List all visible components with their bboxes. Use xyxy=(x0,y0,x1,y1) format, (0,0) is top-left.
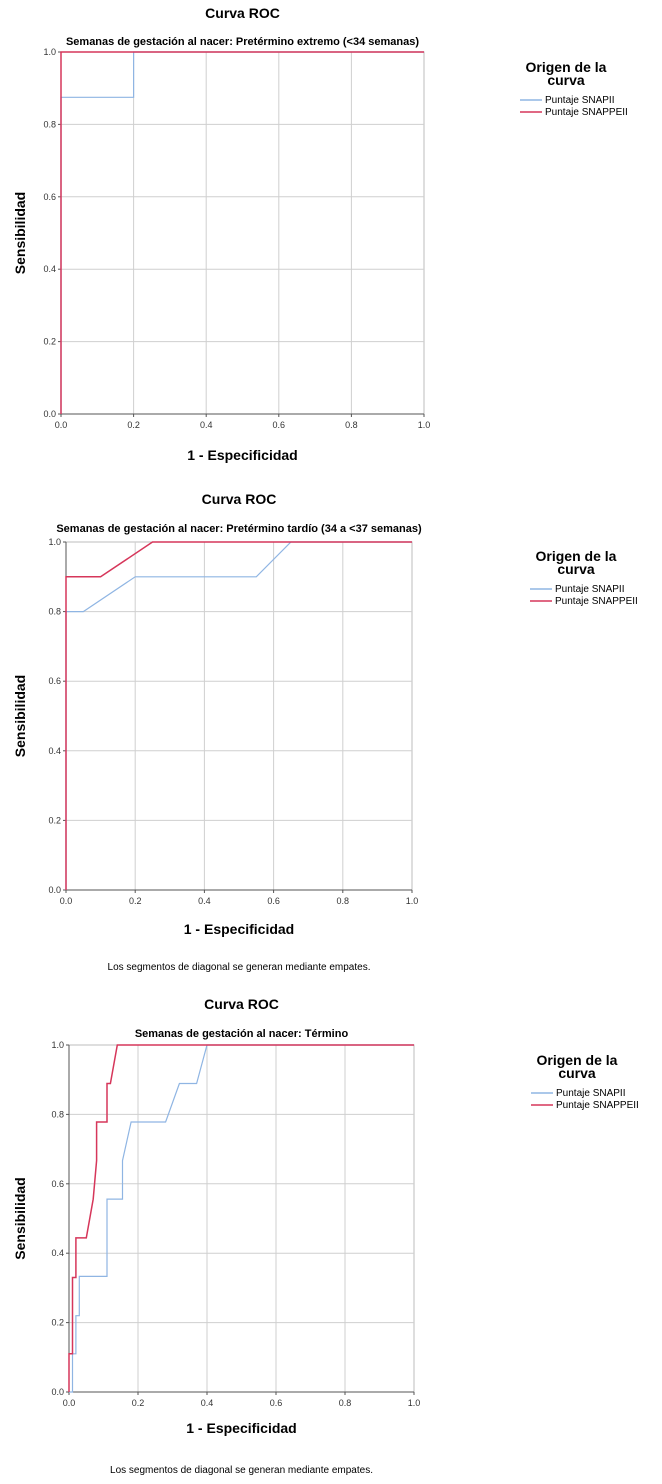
chart-1-xtick-label: 1.0 xyxy=(418,420,431,430)
chart-1-ylabel: Sensibilidad xyxy=(12,192,28,274)
chart-2-legend-item: Puntaje SNAPPEII xyxy=(555,596,638,607)
chart-3-series-snappeii-line xyxy=(68,1044,414,1392)
roc-panel-1: Curva ROC Semanas de gestación al nacer: … xyxy=(0,0,662,480)
chart-2-legend-title: Origen de la curva xyxy=(536,548,617,577)
chart-2-ytick-label: 0.6 xyxy=(48,676,61,686)
chart-1-ytick-label: 0.6 xyxy=(43,192,56,202)
chart-1-plot-area xyxy=(60,51,425,415)
roc-panel-2: Curva ROC Semanas de gestación al nacer: … xyxy=(0,488,662,988)
chart-1-xtick-label: 0.4 xyxy=(200,420,213,430)
chart-1-xtick-label: 0.8 xyxy=(345,420,358,430)
chart-1-ytick-label: 0.2 xyxy=(43,337,56,347)
chart-2-xtick-label: 0.2 xyxy=(129,896,142,906)
chart-1-ytick-label: 0.4 xyxy=(43,264,56,274)
chart-3-xtick-label: 0.6 xyxy=(270,1398,283,1408)
chart-2-xtick-label: 0.8 xyxy=(337,896,350,906)
chart-2-xtick-label: 0.0 xyxy=(60,896,73,906)
chart-2-ylabel: Sensibilidad xyxy=(12,675,28,757)
chart-1-ytick-label: 0.0 xyxy=(43,409,56,419)
chart-3-ylabel: Sensibilidad xyxy=(12,1177,28,1259)
chart-3-ytick-label: 0.0 xyxy=(51,1387,64,1397)
chart-2-xtick-label: 0.6 xyxy=(267,896,280,906)
chart-1-subtitle: Semanas de gestación al nacer: Pretérmin… xyxy=(66,36,419,48)
chart-3-legend-item: Puntaje SNAPII xyxy=(556,1088,625,1099)
chart-2-plot-area xyxy=(65,541,413,891)
chart-2-ytick-label: 0.8 xyxy=(48,607,61,617)
chart-2-title: Curva ROC xyxy=(202,491,277,507)
chart-2-ytick-label: 1.0 xyxy=(48,537,61,547)
chart-3-xtick-label: 0.4 xyxy=(201,1398,214,1408)
chart-3-legend-title: Origen de la curva xyxy=(537,1052,618,1081)
chart-3-xtick-label: 1.0 xyxy=(408,1398,421,1408)
chart-3-legend-item: Puntaje SNAPPEII xyxy=(556,1100,639,1111)
chart-2-xlabel: 1 - Especificidad xyxy=(184,921,294,937)
chart-1-legend-item: Puntaje SNAPII xyxy=(545,95,614,106)
roc-chart-1: Curva ROC Semanas de gestación al nacer: … xyxy=(12,5,628,463)
chart-3-ytick-label: 0.4 xyxy=(51,1248,64,1258)
chart-1-ytick-label: 0.8 xyxy=(43,119,56,129)
chart-3-ytick-label: 0.2 xyxy=(51,1318,64,1328)
chart-1-xtick-label: 0.2 xyxy=(127,420,140,430)
chart-2-series-snappeii-line xyxy=(65,541,412,890)
chart-3-ytick-label: 0.8 xyxy=(51,1109,64,1119)
chart-1-xtick-label: 0.0 xyxy=(55,420,68,430)
chart-3-xlabel: 1 - Especificidad xyxy=(186,1420,296,1436)
chart-1-legend-title: Origen de la curva xyxy=(526,59,607,88)
chart-1-xtick-label: 0.6 xyxy=(273,420,286,430)
roc-chart-3: Curva ROC Semanas de gestación al nacer: … xyxy=(12,996,639,1476)
chart-3-title: Curva ROC xyxy=(204,996,279,1012)
roc-chart-2: Curva ROC Semanas de gestación al nacer: … xyxy=(12,491,638,973)
chart-3-series-snapii-line xyxy=(69,1044,414,1393)
chart-2-legend-item: Puntaje SNAPII xyxy=(555,584,624,595)
chart-1-title: Curva ROC xyxy=(205,5,280,21)
chart-3-subtitle: Semanas de gestación al nacer: Término xyxy=(135,1028,349,1040)
chart-2-footnote: Los segmentos de diagonal se generan med… xyxy=(108,962,371,973)
chart-3-xtick-label: 0.0 xyxy=(63,1398,76,1408)
chart-1-legend-item: Puntaje SNAPPEII xyxy=(545,107,628,118)
chart-2-xtick-label: 1.0 xyxy=(406,896,419,906)
chart-1-ytick-label: 1.0 xyxy=(43,47,56,57)
chart-2-ytick-label: 0.4 xyxy=(48,746,61,756)
chart-3-xtick-label: 0.2 xyxy=(132,1398,145,1408)
chart-3-footnote: Los segmentos de diagonal se generan med… xyxy=(110,1465,373,1476)
roc-panel-3: Curva ROC Semanas de gestación al nacer: … xyxy=(0,993,662,1484)
chart-3-ytick-label: 1.0 xyxy=(51,1040,64,1050)
chart-2-ytick-label: 0.2 xyxy=(48,815,61,825)
chart-2-subtitle: Semanas de gestación al nacer: Pretérmin… xyxy=(56,523,422,535)
chart-2-xtick-label: 0.4 xyxy=(198,896,211,906)
chart-1-series-snappeii-line xyxy=(60,51,424,414)
chart-1-xlabel: 1 - Especificidad xyxy=(187,447,297,463)
chart-2-ytick-label: 0.0 xyxy=(48,885,61,895)
chart-3-ytick-label: 0.6 xyxy=(51,1179,64,1189)
chart-3-xtick-label: 0.8 xyxy=(339,1398,352,1408)
chart-3-plot-area xyxy=(68,1044,415,1393)
